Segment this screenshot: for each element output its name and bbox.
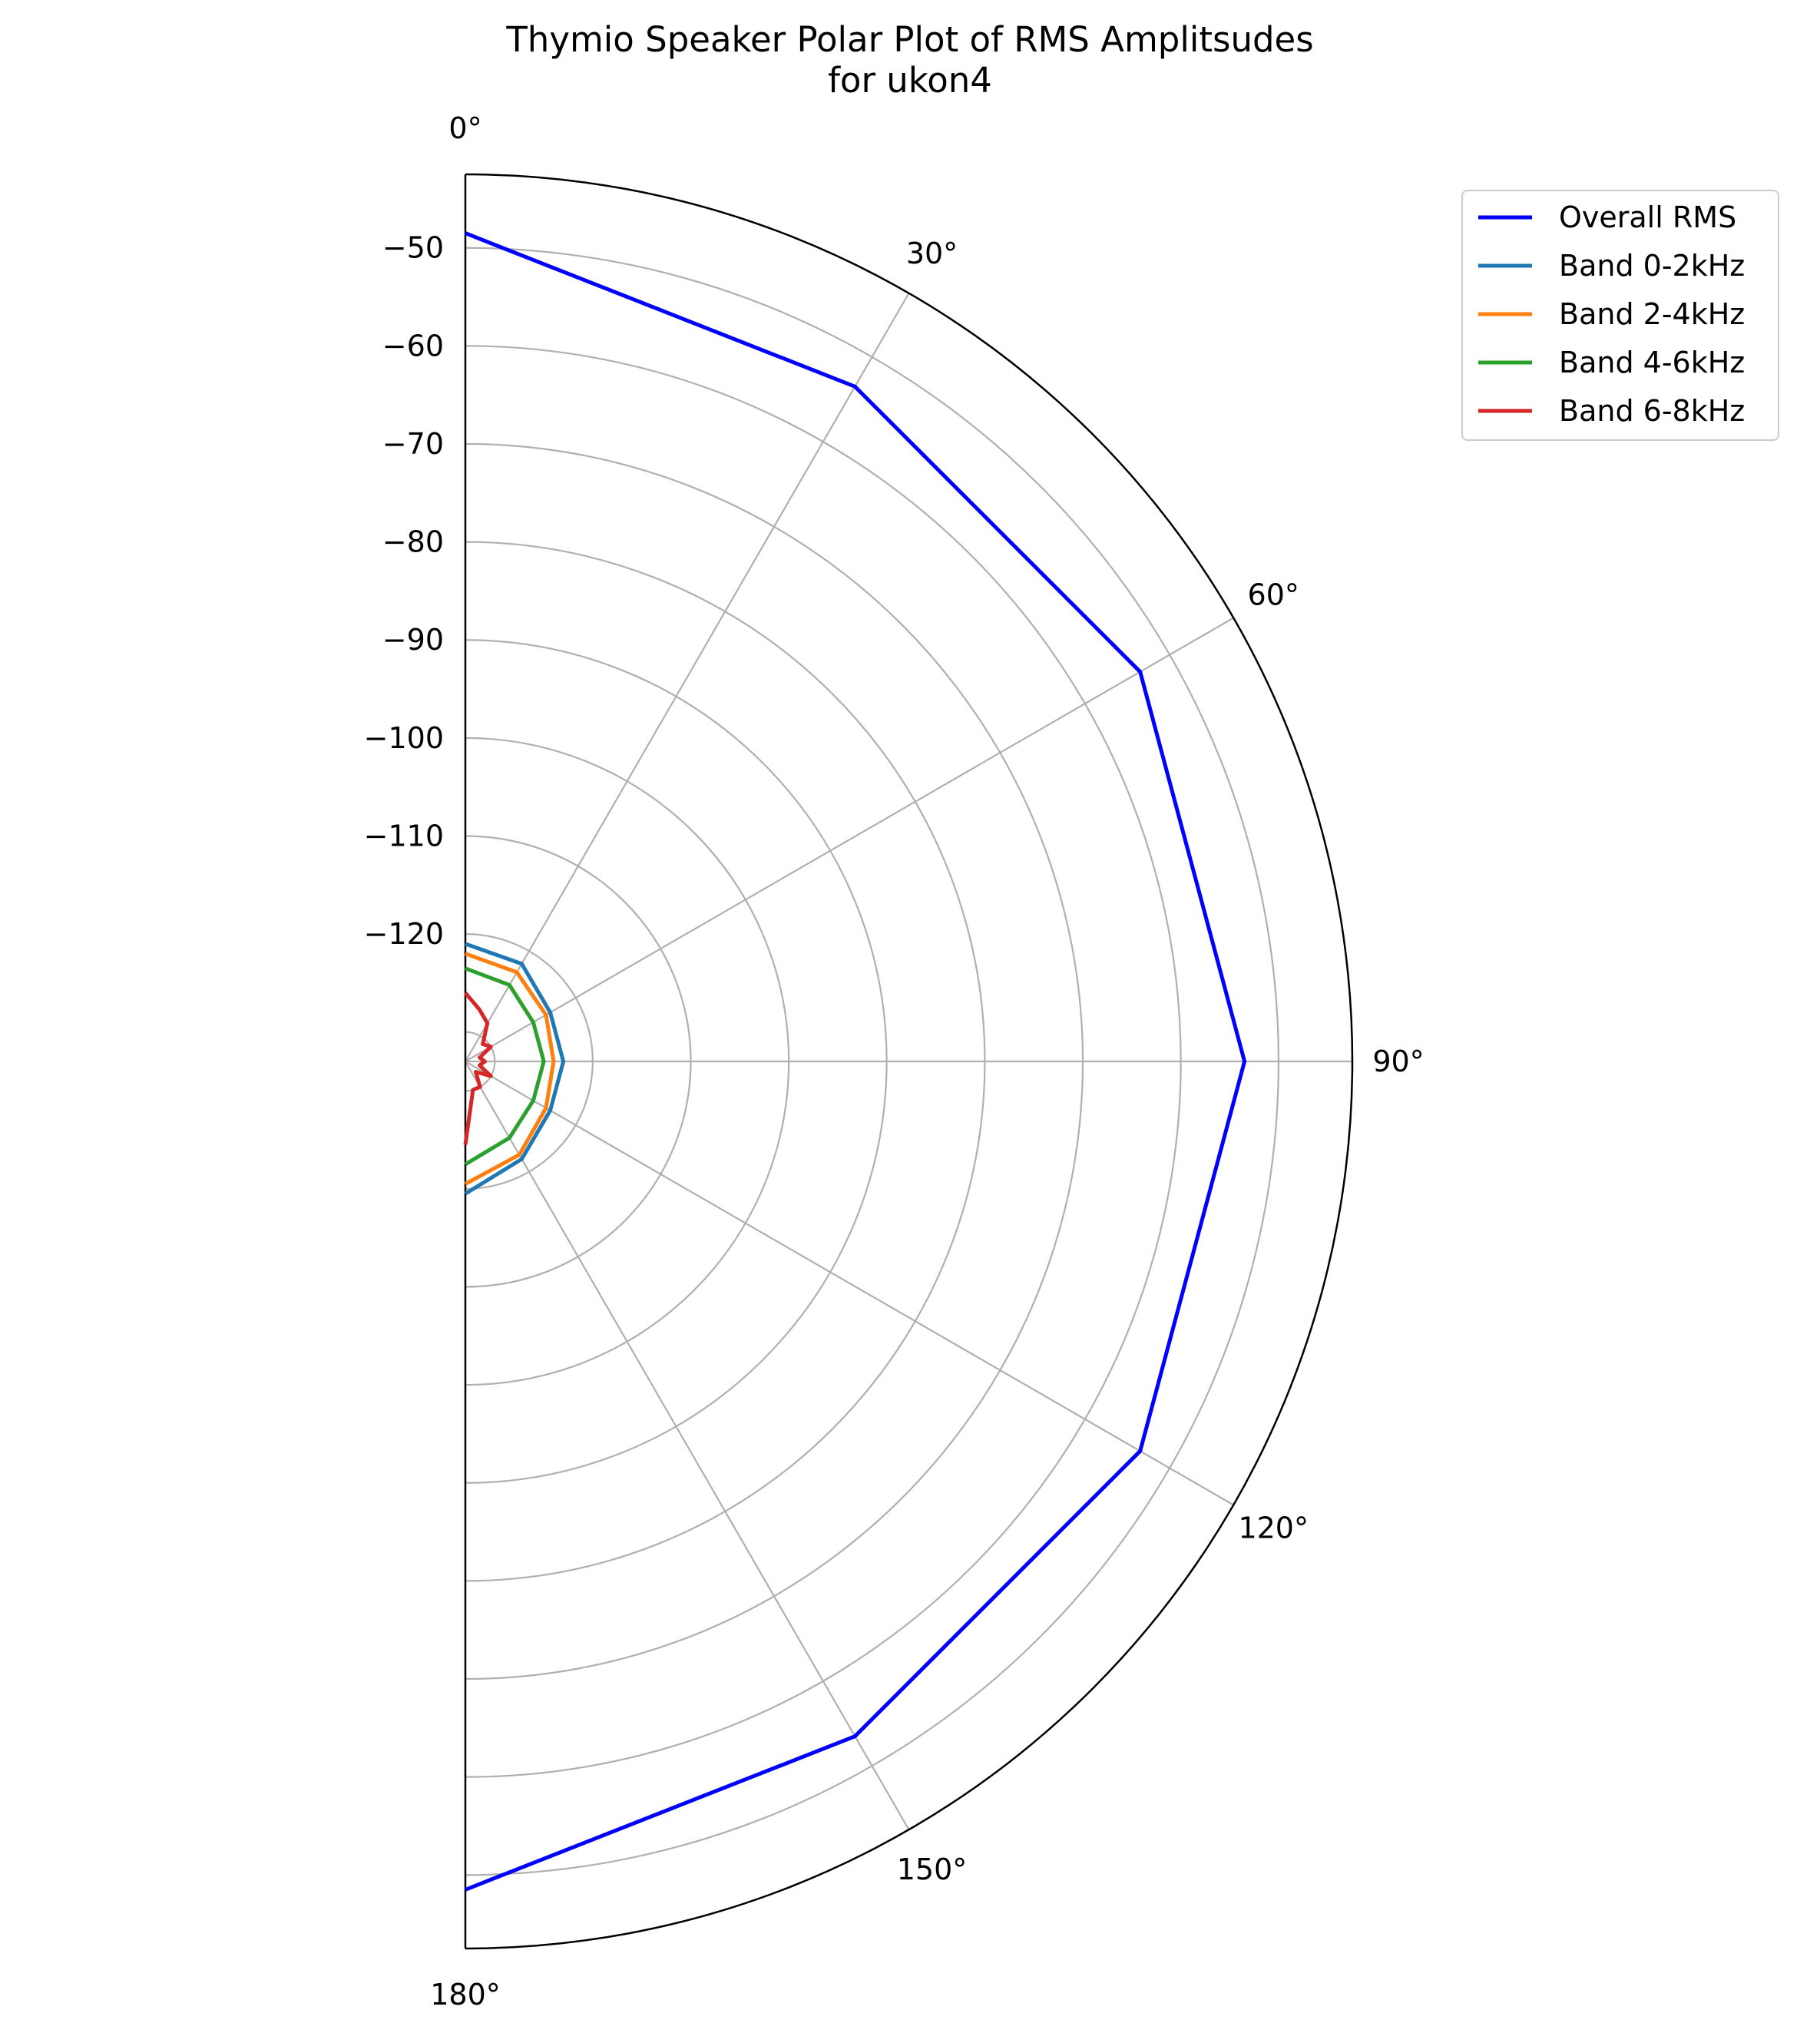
legend-label-band-4-6khz: Band 4-6kHz: [1559, 346, 1745, 379]
angular-tick-labels: 0° 30° 60° 90° 120° 150° 180°: [430, 111, 1424, 2011]
plot-frame: [464, 173, 1354, 1950]
outer-arc: [465, 173, 1354, 1950]
angular-gridlines: [465, 293, 1352, 1830]
spoke-gridline: [465, 1061, 910, 1830]
radial-tick-label: −50: [382, 231, 444, 265]
chart-subtitle: for ukon4: [828, 60, 992, 101]
radial-tick-labels: −50 −60 −70 −80 −90 −100 −110 −120: [364, 231, 444, 951]
spoke-gridline: [465, 617, 1234, 1062]
angular-tick-label: 150°: [897, 1853, 968, 1886]
angular-tick-label: 30°: [906, 237, 958, 270]
radial-tick-label: −60: [382, 329, 444, 363]
series-layer: [463, 231, 1247, 1892]
radial-tick-label: −80: [382, 525, 444, 559]
legend-label-band-6-8khz: Band 6-8kHz: [1559, 394, 1745, 428]
series-line-band-6-8khz: [463, 992, 493, 1145]
series-line-band-2-4khz: [464, 952, 556, 1186]
angular-tick-label: 60°: [1248, 578, 1299, 612]
chart-title: Thymio Speaker Polar Plot of RMS Amplits…: [505, 19, 1313, 60]
radial-tick-label: −120: [364, 917, 444, 951]
legend-label-band-0-2khz: Band 0-2kHz: [1559, 249, 1745, 283]
legend-label-band-2-4khz: Band 2-4kHz: [1559, 297, 1745, 331]
spoke-gridline: [465, 293, 910, 1062]
radial-tick-label: −110: [364, 819, 444, 853]
spoke-gridline: [465, 1061, 1234, 1506]
legend-label-overall-rms: Overall RMS: [1559, 200, 1736, 234]
series-line-band-4-6khz: [464, 966, 546, 1167]
angular-tick-label: 0°: [448, 111, 481, 145]
series-line-overall-rms: [465, 231, 1247, 1892]
radial-tick-label: −100: [364, 721, 444, 755]
radial-tick-label: −90: [382, 623, 444, 657]
radial-tick-label: −70: [382, 427, 444, 461]
legend-box: [1461, 190, 1779, 441]
series-line-band-0-2khz: [464, 942, 566, 1196]
angular-tick-label: 180°: [430, 1978, 501, 2011]
angular-tick-label: 90°: [1372, 1045, 1424, 1078]
legend: Overall RMS Band 0-2kHz Band 2-4kHz Band 4-…: [1461, 190, 1779, 441]
angular-tick-label: 120°: [1238, 1512, 1309, 1545]
